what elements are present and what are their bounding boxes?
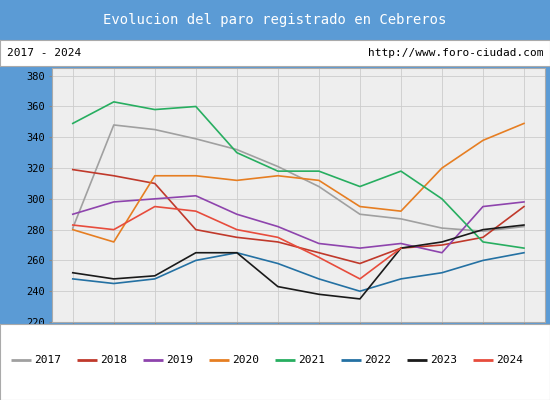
Text: http://www.foro-ciudad.com: http://www.foro-ciudad.com: [368, 48, 543, 58]
Text: 2022: 2022: [364, 356, 391, 366]
Text: 2024: 2024: [496, 356, 523, 366]
Text: 2018: 2018: [100, 356, 127, 366]
Text: 2019: 2019: [166, 356, 193, 366]
Text: 2020: 2020: [232, 356, 259, 366]
Text: 2023: 2023: [430, 356, 457, 366]
Text: 2021: 2021: [298, 356, 325, 366]
Text: Evolucion del paro registrado en Cebreros: Evolucion del paro registrado en Cebrero…: [103, 13, 447, 27]
Text: 2017 - 2024: 2017 - 2024: [7, 48, 81, 58]
Text: 2017: 2017: [34, 356, 61, 366]
